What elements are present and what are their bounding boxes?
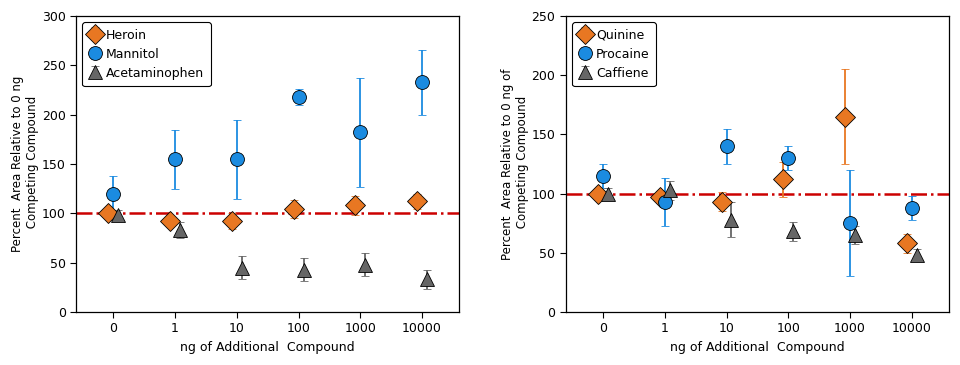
Legend: Heroin, Mannitol, Acetaminophen: Heroin, Mannitol, Acetaminophen [83, 22, 210, 87]
Y-axis label: Percent  Area Relative to 0 ng of
 Competing Compound: Percent Area Relative to 0 ng of Competi… [501, 68, 529, 260]
Legend: Quinine, Procaine, Caffiene: Quinine, Procaine, Caffiene [572, 22, 656, 87]
X-axis label: ng of Additional  Compound: ng of Additional Compound [670, 341, 845, 354]
Y-axis label: Percent  Area Relative to 0 ng
 Competing Compound: Percent Area Relative to 0 ng Competing … [12, 76, 39, 252]
X-axis label: ng of Additional  Compound: ng of Additional Compound [180, 341, 355, 354]
